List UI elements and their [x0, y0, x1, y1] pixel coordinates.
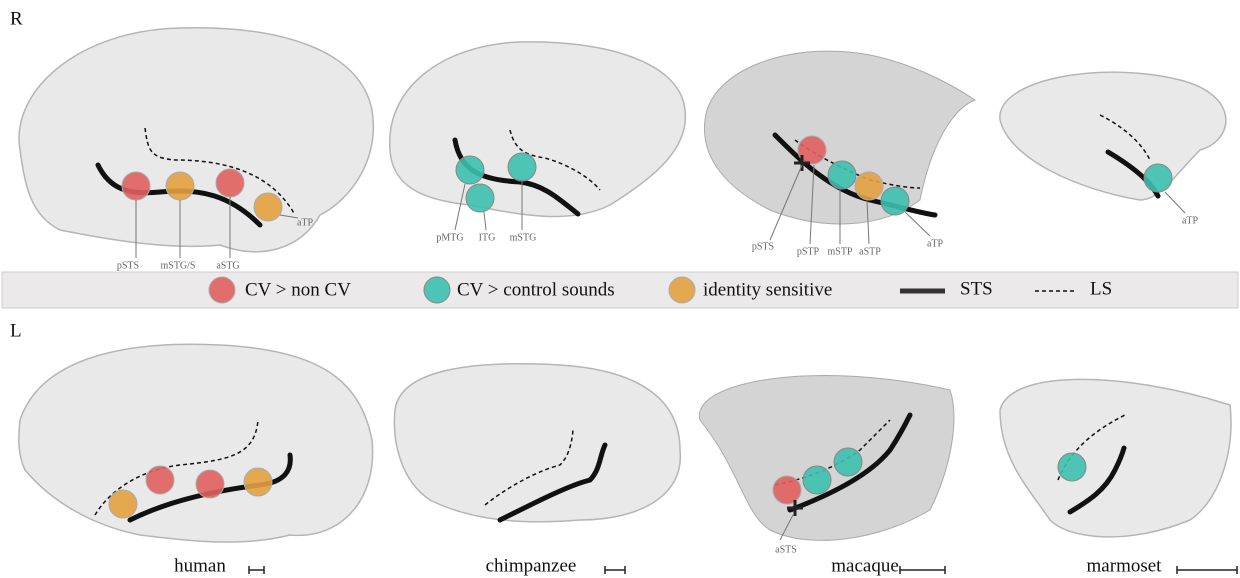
legend-label: STS: [960, 278, 993, 299]
region-label: aTP: [297, 217, 314, 228]
region-label: pMTG: [436, 232, 463, 243]
brains-left: [19, 344, 1231, 542]
region-label: aSTP: [859, 246, 881, 257]
region-label: pSTP: [797, 246, 820, 257]
region-label: mSTG/S: [160, 260, 195, 271]
region-label: pSTS: [752, 241, 774, 252]
region-label: aTP: [1182, 215, 1199, 226]
species-label: chimpanzee: [486, 555, 577, 576]
region-label: mSTP: [827, 246, 852, 257]
species-labels: human chimpanzee macaque marmoset: [174, 555, 1237, 576]
legend-label: identity sensitive: [703, 279, 832, 300]
legend-label: LS: [1090, 278, 1112, 299]
hemisphere-label: R: [10, 8, 23, 29]
species-label: human: [174, 555, 226, 576]
brains-right: [19, 28, 1226, 252]
hemisphere-label: L: [10, 320, 22, 341]
region-label: aSTG: [216, 260, 239, 271]
region-label: ITG: [479, 232, 496, 243]
region-label: mSTG: [510, 232, 537, 243]
species-label: marmoset: [1087, 555, 1163, 576]
legend-label: CV > non CV: [245, 279, 351, 300]
diagram: R L pSTS mSTG/S aSTG aTP pMTG ITG mSTG p…: [0, 0, 1240, 578]
region-label: pSTS: [117, 260, 139, 271]
legend-label: CV > control sounds: [457, 279, 615, 300]
figure: R L pSTS mSTG/S aSTG aTP pMTG ITG mSTG p…: [0, 0, 1240, 578]
region-label: aTP: [927, 238, 944, 249]
region-label: aSTS: [775, 544, 797, 555]
legend: CV > non CV CV > control sounds identity…: [2, 272, 1238, 308]
species-label: macaque: [831, 555, 899, 576]
